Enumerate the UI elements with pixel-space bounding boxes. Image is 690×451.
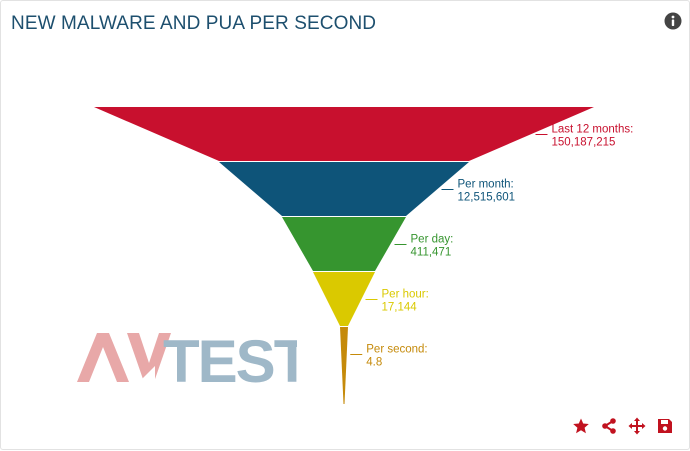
funnel-segment-4 — [313, 272, 375, 326]
funnel-label-5: Per second: — [366, 344, 427, 356]
move-icon[interactable] — [628, 417, 646, 435]
funnel-value-4: 17,144 — [382, 302, 418, 314]
save-icon[interactable] — [656, 417, 674, 435]
funnel-value-2: 12,515,601 — [458, 192, 516, 204]
av-test-logo: TEST — [77, 331, 297, 383]
funnel-label-2: Per month: — [458, 179, 514, 191]
info-icon[interactable] — [664, 12, 682, 30]
funnel-label-1: Last 12 months: — [552, 124, 634, 136]
svg-text:TEST: TEST — [163, 331, 297, 383]
funnel-value-5: 4.8 — [366, 357, 382, 369]
funnel-value-3: 411,471 — [411, 247, 452, 259]
star-icon[interactable] — [572, 417, 590, 435]
funnel-label-3: Per day: — [411, 234, 454, 246]
funnel-segment-5 — [340, 327, 348, 404]
funnel-segment-3 — [282, 217, 406, 271]
funnel-label-4: Per hour: — [382, 289, 429, 301]
chart-title: NEW MALWARE AND PUA PER SECOND — [11, 13, 377, 34]
funnel-value-1: 150,187,215 — [552, 137, 616, 149]
funnel-segment-1 — [94, 107, 594, 161]
footer-toolbar — [572, 417, 674, 435]
funnel-segment-2 — [219, 162, 469, 216]
share-icon[interactable] — [600, 417, 618, 435]
